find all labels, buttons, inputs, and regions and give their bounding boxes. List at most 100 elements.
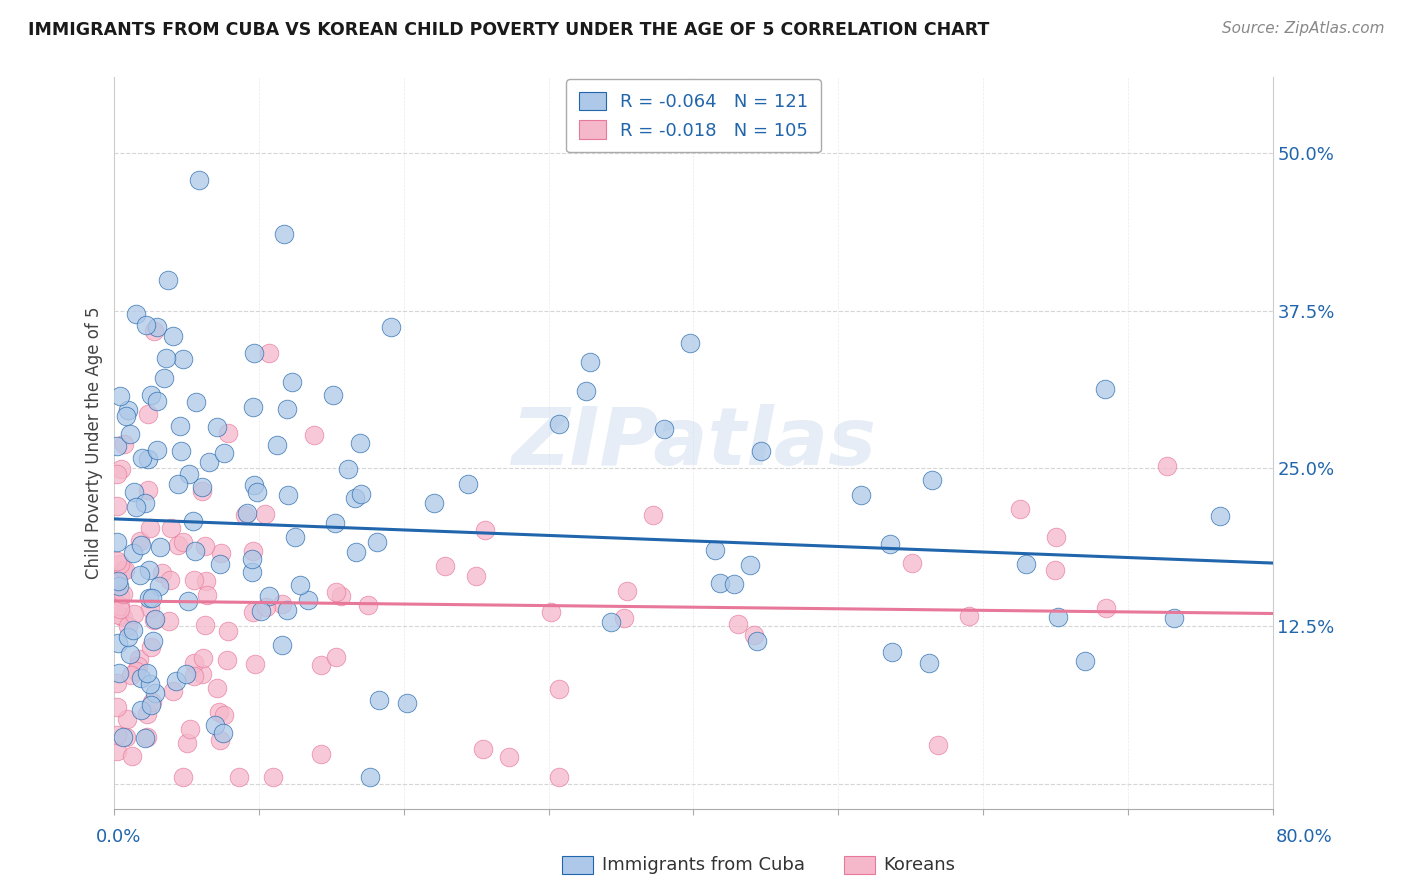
- Point: [209, 545, 232, 559]
- Point: [177, 594, 200, 608]
- Point: [679, 336, 702, 351]
- Point: [131, 538, 153, 552]
- Point: [498, 750, 520, 764]
- Point: [208, 557, 231, 571]
- Point: [349, 436, 371, 450]
- Point: [359, 771, 381, 785]
- Point: [117, 403, 139, 417]
- Point: [654, 422, 676, 436]
- Point: [108, 589, 131, 603]
- Point: [309, 658, 332, 673]
- Point: [112, 437, 135, 451]
- Point: [423, 496, 446, 510]
- Point: [131, 451, 153, 466]
- Point: [1045, 530, 1067, 544]
- Point: [380, 319, 402, 334]
- Point: [1163, 611, 1185, 625]
- Point: [849, 488, 872, 502]
- Point: [309, 747, 332, 761]
- Point: [270, 597, 292, 611]
- Point: [366, 534, 388, 549]
- Point: [108, 557, 131, 571]
- Point: [108, 607, 131, 622]
- Point: [165, 673, 187, 688]
- Point: [110, 462, 132, 476]
- Point: [194, 617, 217, 632]
- Point: [368, 693, 391, 707]
- Point: [297, 593, 319, 607]
- Point: [115, 731, 138, 745]
- Point: [709, 575, 731, 590]
- Legend: R = -0.064   N = 121, R = -0.018   N = 105: R = -0.064 N = 121, R = -0.018 N = 105: [567, 79, 821, 153]
- Point: [209, 733, 232, 747]
- Y-axis label: Child Poverty Under the Age of 5: Child Poverty Under the Age of 5: [86, 307, 103, 580]
- Point: [205, 420, 228, 434]
- Point: [120, 668, 142, 682]
- Point: [117, 618, 139, 632]
- Point: [349, 487, 371, 501]
- Point: [134, 496, 156, 510]
- Point: [105, 675, 128, 690]
- Point: [236, 506, 259, 520]
- Point: [162, 328, 184, 343]
- Point: [957, 608, 980, 623]
- Point: [921, 473, 943, 487]
- Text: Immigrants from Cuba: Immigrants from Cuba: [602, 856, 804, 874]
- Point: [197, 455, 219, 469]
- Point: [599, 615, 621, 629]
- Point: [575, 384, 598, 398]
- Point: [242, 605, 264, 619]
- Point: [325, 649, 347, 664]
- Point: [122, 623, 145, 637]
- Point: [242, 346, 264, 360]
- Text: Source: ZipAtlas.com: Source: ZipAtlas.com: [1222, 21, 1385, 36]
- Point: [217, 426, 239, 441]
- Point: [136, 731, 159, 745]
- Point: [129, 704, 152, 718]
- Point: [1156, 459, 1178, 474]
- Text: 0.0%: 0.0%: [96, 828, 141, 846]
- Point: [146, 320, 169, 334]
- Point: [704, 543, 727, 558]
- Point: [107, 636, 129, 650]
- Point: [271, 638, 294, 652]
- Point: [115, 712, 138, 726]
- Point: [141, 591, 163, 605]
- Point: [325, 516, 347, 530]
- Text: Koreans: Koreans: [883, 856, 955, 874]
- Point: [330, 589, 353, 603]
- Point: [111, 563, 134, 577]
- Point: [143, 611, 166, 625]
- Point: [143, 686, 166, 700]
- Point: [188, 173, 211, 187]
- Point: [114, 564, 136, 578]
- Point: [302, 427, 325, 442]
- Point: [357, 599, 380, 613]
- Point: [613, 611, 636, 625]
- Point: [115, 409, 138, 423]
- Text: IMMIGRANTS FROM CUBA VS KOREAN CHILD POVERTY UNDER THE AGE OF 5 CORRELATION CHAR: IMMIGRANTS FROM CUBA VS KOREAN CHILD POV…: [28, 21, 990, 38]
- Point: [108, 389, 131, 403]
- Point: [396, 696, 419, 710]
- Point: [105, 439, 128, 453]
- Point: [1095, 601, 1118, 615]
- Point: [540, 605, 562, 619]
- Point: [245, 657, 267, 672]
- Point: [105, 554, 128, 568]
- Point: [110, 602, 132, 616]
- Point: [127, 659, 149, 673]
- Point: [183, 573, 205, 587]
- Point: [111, 730, 134, 744]
- Point: [1043, 563, 1066, 577]
- Point: [1209, 509, 1232, 524]
- Point: [172, 352, 194, 367]
- Point: [105, 744, 128, 758]
- Point: [107, 579, 129, 593]
- Point: [181, 515, 204, 529]
- Point: [207, 681, 229, 695]
- Point: [257, 346, 280, 360]
- Point: [1008, 501, 1031, 516]
- Point: [207, 705, 229, 719]
- Point: [172, 771, 194, 785]
- Point: [233, 508, 256, 522]
